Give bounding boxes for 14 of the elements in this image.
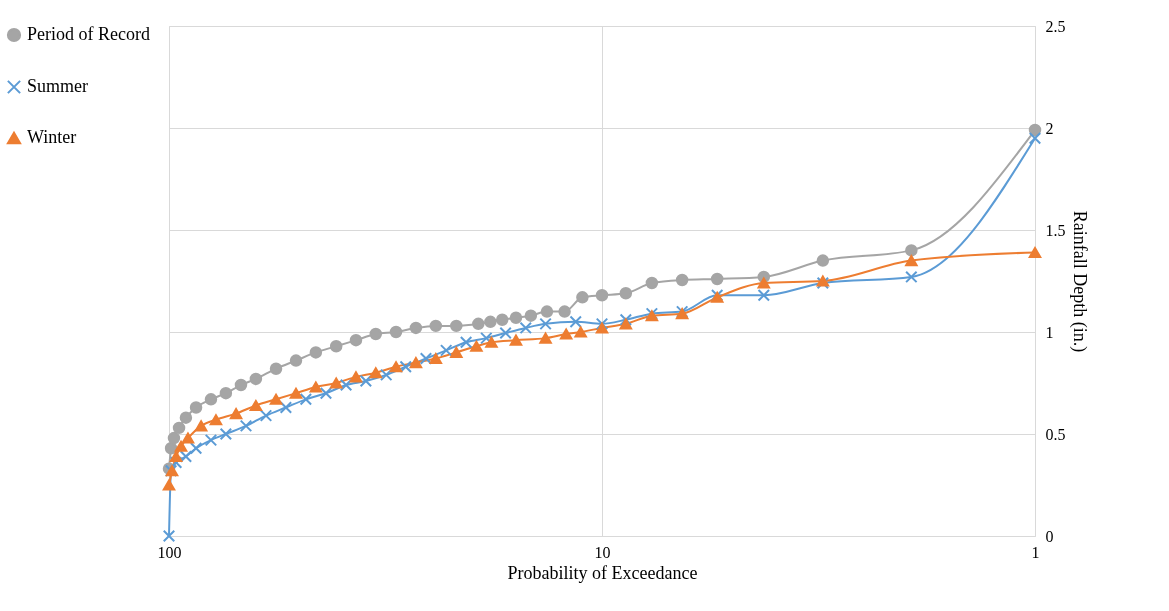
x-tick-label: 100 [157,543,182,561]
y-tick-label: 1.5 [1045,221,1066,239]
x-axis-title: Probability of Exceedance [507,562,698,583]
legend-label: Period of Record [27,24,150,44]
y-tick-label: 2 [1045,119,1054,137]
legend-label: Summer [27,76,88,96]
x-tick-label: 1 [1031,543,1040,561]
y-tick-label: 0 [1045,527,1054,545]
x-tick-label: 10 [594,543,611,561]
legend-label: Winter [27,127,77,147]
y-tick-label: 1 [1045,323,1054,341]
y-axis-title: Rainfall Depth (in.) [1068,210,1090,353]
y-tick-label: 0.5 [1045,425,1066,443]
y-tick-label: 2.5 [1045,17,1066,35]
